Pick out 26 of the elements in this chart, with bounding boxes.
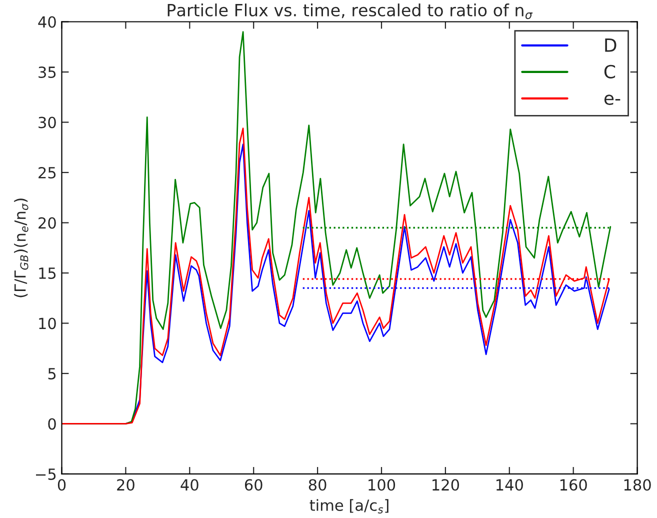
x-tick-label: 20 xyxy=(117,479,134,491)
x-tick-label: 100 xyxy=(368,479,396,491)
y-tick-label: 0 xyxy=(48,418,56,430)
x-tick-label: 120 xyxy=(432,479,460,491)
legend-label: C xyxy=(604,64,616,78)
x-tick-label: 160 xyxy=(560,479,587,491)
y-tick-label: 20 xyxy=(38,217,56,229)
y-tick-label: 5 xyxy=(48,368,56,380)
y-tick-label: −5 xyxy=(36,468,56,480)
legend-label: e- xyxy=(604,94,620,105)
chart-title: Particle Flux vs. time, rescaled to ratio of n$_{σ}$ xyxy=(168,4,533,20)
y-tick-label: 25 xyxy=(38,166,56,179)
x-tick-label: 140 xyxy=(496,479,523,491)
x-tick-label: 0 xyxy=(58,479,66,491)
y-tick-label: 35 xyxy=(38,66,56,78)
x-tick-label: 40 xyxy=(180,479,198,491)
x-tick-label: 80 xyxy=(308,479,326,491)
y-axis-title: (Γ/Γ$_{GB}$)(n$_{e}$/n$_{σ}$) xyxy=(14,198,28,298)
x-tick-label: 180 xyxy=(624,479,651,491)
y-tick-label: 40 xyxy=(38,16,56,28)
legend-label: D xyxy=(605,38,616,52)
y-tick-label: 10 xyxy=(39,318,56,330)
x-tick-label: 60 xyxy=(244,479,262,491)
y-tick-label: 30 xyxy=(38,116,56,128)
y-tick-label: 15 xyxy=(39,268,56,280)
x-axis-title: time [a/c$_{s}$] xyxy=(310,499,388,514)
